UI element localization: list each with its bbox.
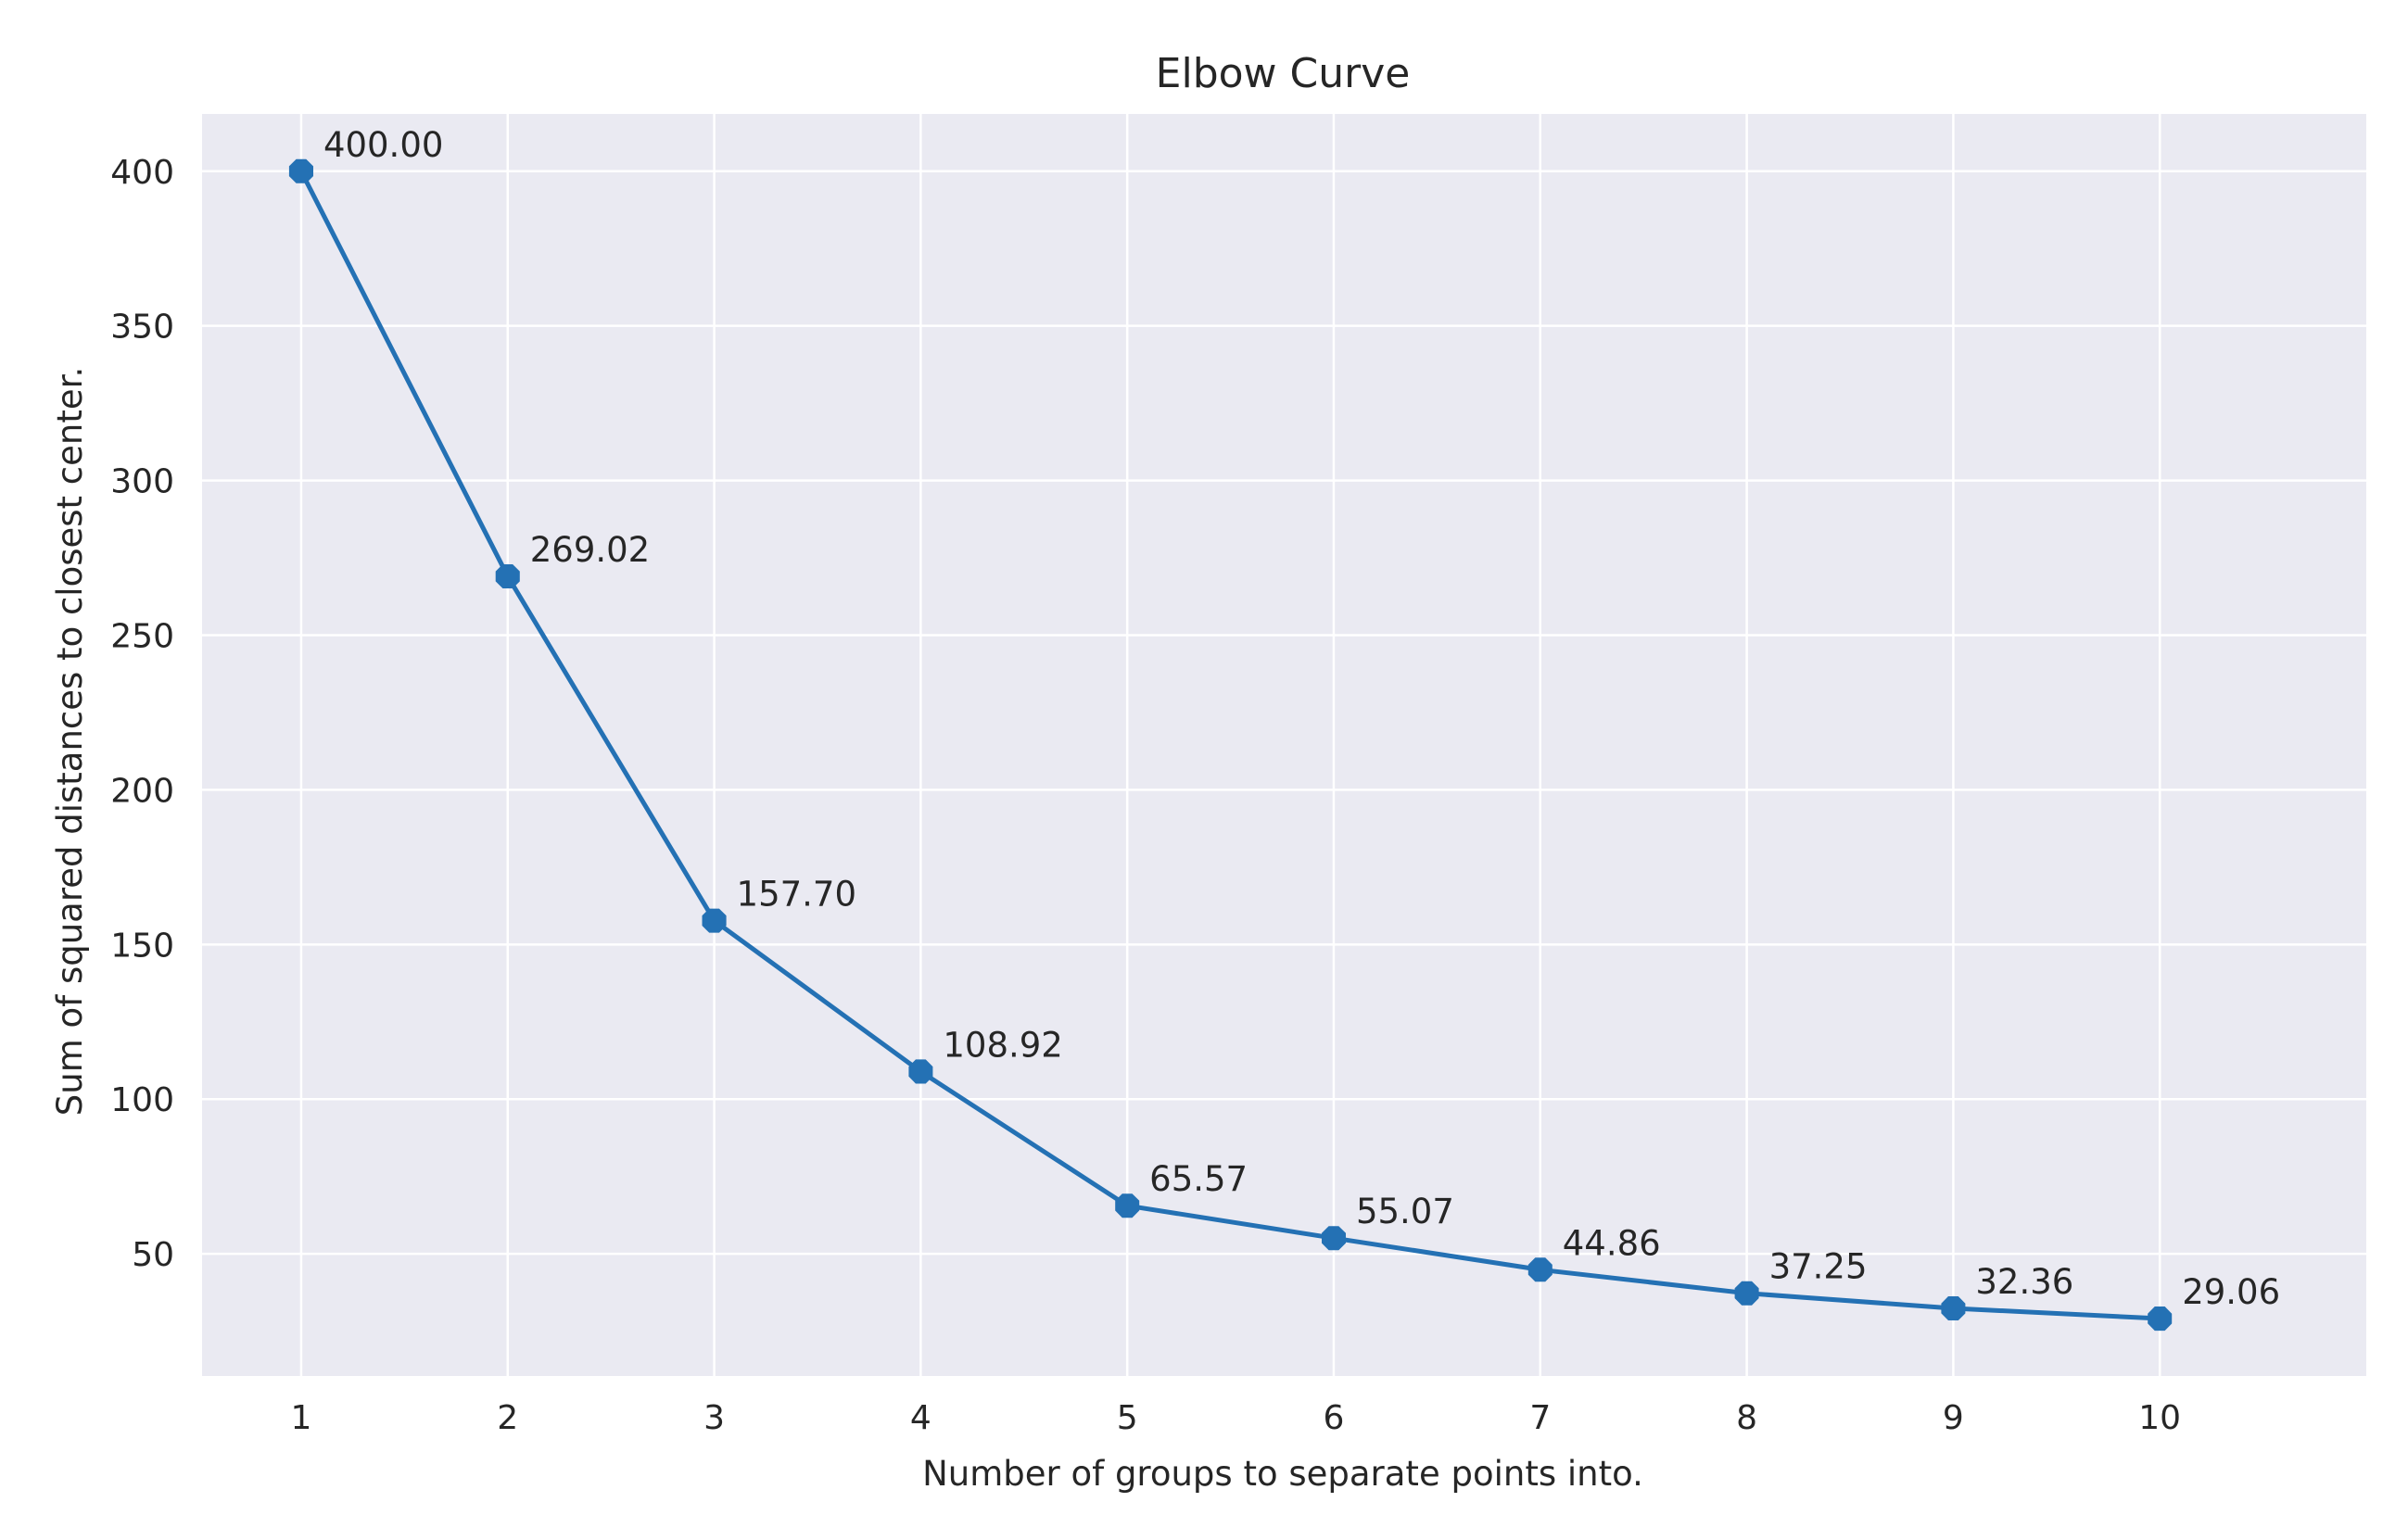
y-axis-label: Sum of squared distances to closest cent… [50, 367, 90, 1116]
y-tick-label: 350 [110, 309, 174, 347]
y-tick-label: 250 [110, 617, 174, 655]
tick-label-layer: 1 2 3 4 5 6 7 8 9 10 50 100 150 200 250 300 350 400 [110, 154, 2181, 1437]
data-point-marker [1115, 1193, 1140, 1218]
data-point-marker [908, 1059, 933, 1084]
data-point-marker [1322, 1226, 1346, 1251]
data-value-label: 269.02 [530, 530, 650, 570]
data-value-label: 29.06 [2182, 1272, 2280, 1312]
x-axis-label: Number of groups to separate points into… [922, 1454, 1643, 1494]
y-tick-label: 400 [110, 154, 174, 192]
data-point-marker [1941, 1296, 1966, 1320]
x-tick-label: 8 [1736, 1399, 1757, 1437]
y-tick-label: 50 [132, 1236, 174, 1274]
y-tick-label: 200 [110, 772, 174, 810]
data-value-label: 400.00 [323, 125, 443, 165]
data-value-label: 108.92 [943, 1025, 1062, 1065]
data-label-layer: 400.00 269.02 157.70 108.92 65.57 55.07 44.86 3… [323, 125, 2280, 1312]
series-layer [288, 158, 2173, 1332]
x-tick-label: 1 [290, 1399, 311, 1437]
data-value-label: 157.70 [737, 875, 856, 915]
y-tick-label: 300 [110, 463, 174, 501]
x-tick-label: 5 [1117, 1399, 1138, 1437]
x-tick-label: 9 [1943, 1399, 1964, 1437]
plot-background [202, 114, 2366, 1376]
x-tick-label: 10 [2138, 1399, 2181, 1437]
x-tick-label: 6 [1324, 1399, 1345, 1437]
data-point-marker [702, 908, 727, 933]
chart-title: Elbow Curve [1156, 50, 1411, 97]
y-tick-label: 150 [110, 927, 174, 965]
data-point-marker [288, 158, 313, 183]
data-value-label: 44.86 [1563, 1223, 1661, 1263]
x-tick-label: 4 [910, 1399, 932, 1437]
data-point-marker [1527, 1257, 1553, 1282]
data-value-label: 55.07 [1356, 1192, 1454, 1231]
data-point-marker [495, 564, 520, 588]
data-value-label: 32.36 [1975, 1262, 2073, 1302]
x-tick-label: 2 [497, 1399, 518, 1437]
x-tick-label: 3 [703, 1399, 725, 1437]
grid-layer [202, 114, 2366, 1376]
data-point-marker [2148, 1306, 2173, 1332]
y-tick-label: 100 [110, 1081, 174, 1119]
series-line [298, 170, 2161, 1321]
x-tick-label: 7 [1529, 1399, 1551, 1437]
data-value-label: 37.25 [1769, 1247, 1868, 1287]
data-value-label: 65.57 [1149, 1159, 1248, 1199]
data-point-marker [1734, 1281, 1759, 1306]
